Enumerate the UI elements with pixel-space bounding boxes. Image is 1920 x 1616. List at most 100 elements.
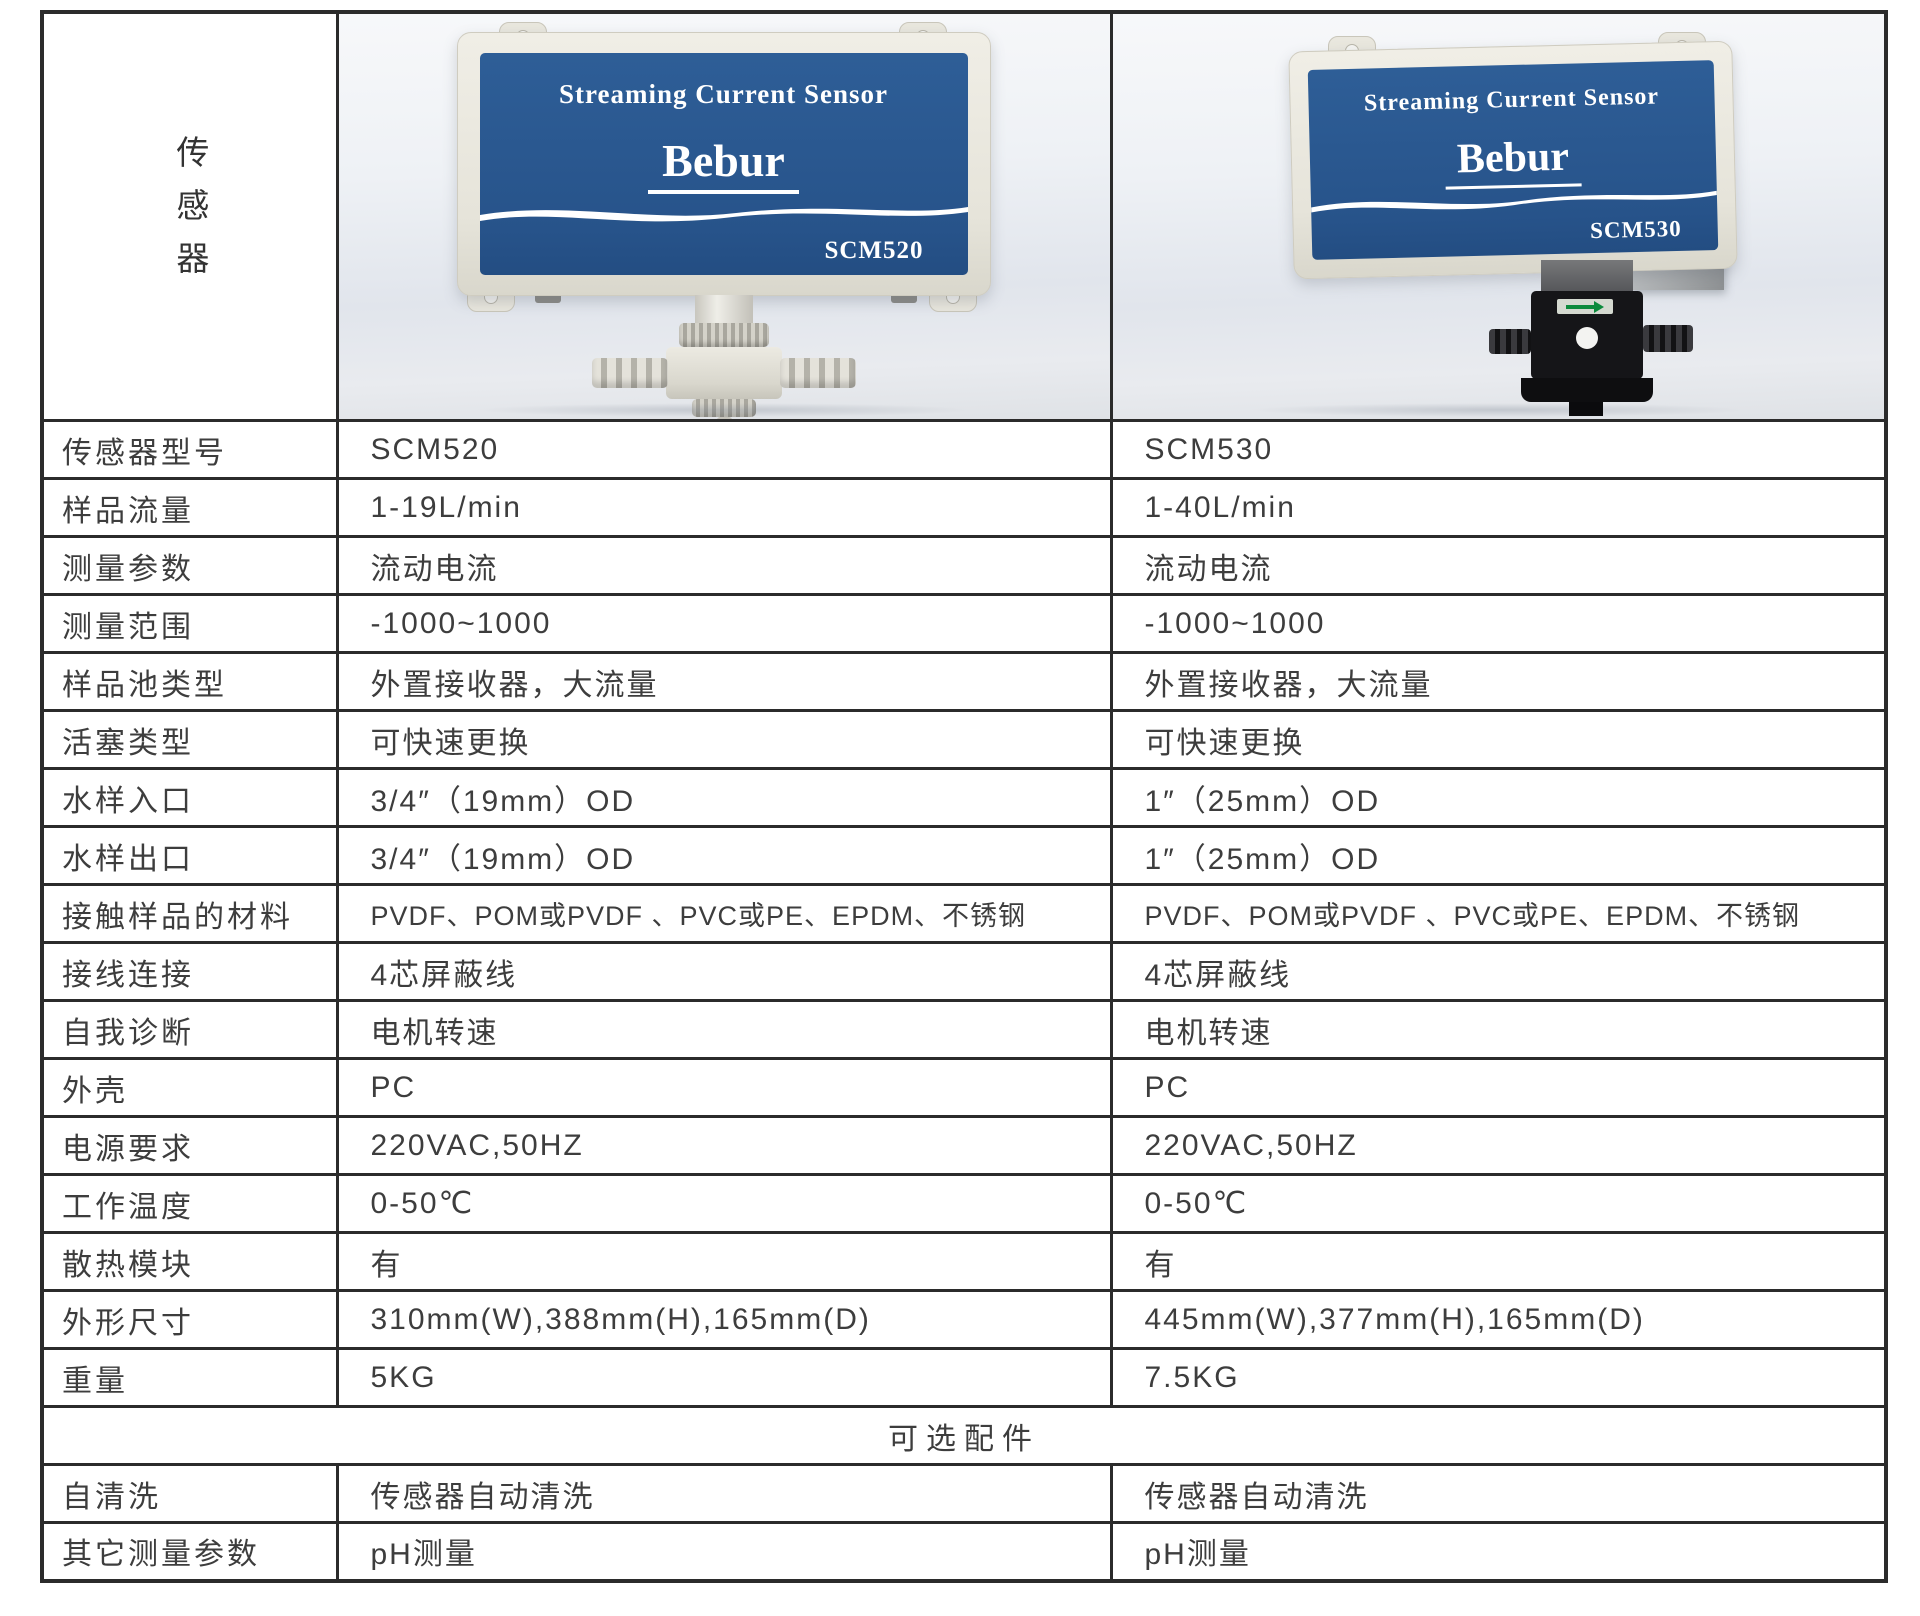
spec-value-scm530: 1″（25mm）OD: [1109, 767, 1888, 828]
spec-row: 测量范围 -1000~1000 -1000~1000: [40, 593, 1888, 654]
spec-row: 水样入口 3/4″（19mm）OD 1″（25mm）OD: [40, 767, 1888, 828]
spec-value-scm520: SCM520: [335, 419, 1113, 480]
spec-value-scm530: 445mm(W),377mm(H),165mm(D): [1109, 1289, 1888, 1350]
sensor-enclosure: Streaming Current Sensor Bebur SCM530: [1287, 40, 1738, 280]
spec-label: 电源要求: [40, 1115, 339, 1176]
hose-barb-right: [780, 358, 856, 388]
probe-tip: [716, 417, 732, 418]
tee-fitting: [592, 347, 856, 399]
valve-body: [1488, 291, 1693, 379]
spec-label: 接触样品的材料: [40, 883, 339, 944]
spec-value-scm530: 1″（25mm）OD: [1109, 825, 1888, 886]
spec-value-scm520: 有: [335, 1231, 1113, 1292]
spec-value-scm520: PC: [335, 1057, 1113, 1118]
knurled-nut: [692, 399, 756, 417]
option-label: 自清洗: [40, 1463, 339, 1524]
spec-value-scm520: 流动电流: [335, 535, 1113, 596]
spec-row: 散热模块 有 有: [40, 1231, 1888, 1292]
spec-row: 测量参数 流动电流 流动电流: [40, 535, 1888, 596]
spec-value-scm530: 7.5KG: [1109, 1347, 1888, 1408]
spec-label: 接线连接: [40, 941, 339, 1002]
spec-row: 样品池类型 外置接收器，大流量 外置接收器，大流量: [40, 651, 1888, 712]
option-row: 其它测量参数 pH测量 pH测量: [40, 1521, 1888, 1582]
wave-graphic: [479, 207, 968, 222]
spec-value-scm520: 0-50℃: [335, 1173, 1113, 1234]
flow-arrow-icon: [1556, 299, 1613, 314]
spec-value-scm530: -1000~1000: [1109, 593, 1888, 654]
option-value-scm520: 传感器自动清洗: [335, 1463, 1113, 1524]
wave-graphic: [1310, 190, 1717, 213]
sensor-section-label: 传感器: [171, 134, 209, 294]
spec-value-scm520: 外置接收器，大流量: [335, 651, 1113, 712]
front-panel: Streaming Current Sensor Bebur SCM520: [479, 53, 968, 275]
pipe: [695, 295, 753, 323]
model-label: SCM530: [1589, 215, 1682, 244]
option-value-scm530: 传感器自动清洗: [1109, 1463, 1888, 1524]
spec-label: 样品池类型: [40, 651, 339, 712]
option-value-scm530: pH测量: [1109, 1521, 1888, 1582]
spec-label: 重量: [40, 1347, 339, 1408]
scm520-product-photo: Streaming Current Sensor Bebur SCM520: [340, 15, 1108, 418]
valve-port: [1575, 327, 1598, 349]
scm520-photo-cell: Streaming Current Sensor Bebur SCM520: [335, 10, 1113, 422]
product-image-row: 传感器 Streaming Current Sensor Bebur: [40, 10, 1888, 422]
spec-row: 电源要求 220VAC,50HZ 220VAC,50HZ: [40, 1115, 1888, 1176]
options-section-row: 可选配件: [40, 1405, 1888, 1466]
spec-value-scm530: 1-40L/min: [1109, 477, 1888, 538]
spec-value-scm520: -1000~1000: [335, 593, 1113, 654]
spec-value-scm520: 3/4″（19mm）OD: [335, 767, 1113, 828]
flow-fitting: [340, 295, 1108, 418]
spec-row: 重量 5KG 7.5KG: [40, 1347, 1888, 1408]
spec-value-scm520: 1-19L/min: [335, 477, 1113, 538]
spec-row: 外形尺寸 310mm(W),388mm(H),165mm(D) 445mm(W)…: [40, 1289, 1888, 1350]
spec-value-scm520: 5KG: [335, 1347, 1113, 1408]
panel-title: Streaming Current Sensor: [559, 79, 888, 109]
sensor-spec-table: 传感器 Streaming Current Sensor Bebur: [40, 10, 1888, 1583]
spec-value-scm520: PVDF、POM或PVDF 、PVC或PE、EPDM、不锈钢: [335, 883, 1113, 944]
brand-logo: Bebur: [648, 134, 799, 194]
valve-neck: [1540, 260, 1633, 292]
spec-row: 接触样品的材料 PVDF、POM或PVDF 、PVC或PE、EPDM、不锈钢 P…: [40, 883, 1888, 944]
spec-value-scm520: 220VAC,50HZ: [335, 1115, 1113, 1176]
spec-value-scm530: 0-50℃: [1109, 1173, 1888, 1234]
spec-label: 工作温度: [40, 1173, 339, 1234]
hose-barb-left: [1488, 329, 1531, 354]
spec-value-scm520: 4芯屏蔽线: [335, 941, 1113, 1002]
option-value-scm520: pH测量: [335, 1521, 1113, 1582]
knurled-nut: [679, 323, 769, 347]
spec-label: 样品流量: [40, 477, 339, 538]
spec-row: 传感器型号 SCM520 SCM530: [40, 419, 1888, 480]
spec-value-scm530: 流动电流: [1109, 535, 1888, 596]
spec-value-scm530: 4芯屏蔽线: [1109, 941, 1888, 1002]
spec-value-scm520: 电机转速: [335, 999, 1113, 1060]
spec-label: 传感器型号: [40, 419, 339, 480]
spec-value-scm520: 310mm(W),388mm(H),165mm(D): [335, 1289, 1113, 1350]
spec-row: 工作温度 0-50℃ 0-50℃: [40, 1173, 1888, 1234]
spec-value-scm530: 可快速更换: [1109, 709, 1888, 770]
spec-label: 测量范围: [40, 593, 339, 654]
spec-value-scm530: 外置接收器，大流量: [1109, 651, 1888, 712]
sensor-enclosure: Streaming Current Sensor Bebur SCM520: [456, 32, 991, 296]
spec-label: 外壳: [40, 1057, 339, 1118]
spec-label: 外形尺寸: [40, 1289, 339, 1350]
brand-logo: Bebur: [1443, 132, 1582, 190]
spec-label: 散热模块: [40, 1231, 339, 1292]
scm530-photo-cell: Streaming Current Sensor Bebur SCM530: [1109, 10, 1888, 422]
spec-value-scm530: PVDF、POM或PVDF 、PVC或PE、EPDM、不锈钢: [1109, 883, 1888, 944]
option-label: 其它测量参数: [40, 1521, 339, 1582]
spec-label: 水样入口: [40, 767, 339, 828]
spec-value-scm530: 220VAC,50HZ: [1109, 1115, 1888, 1176]
option-row: 自清洗 传感器自动清洗 传感器自动清洗: [40, 1463, 1888, 1524]
spec-value-scm530: PC: [1109, 1057, 1888, 1118]
spec-label: 水样出口: [40, 825, 339, 886]
spec-value-scm520: 可快速更换: [335, 709, 1113, 770]
valve-stub: [1568, 402, 1603, 416]
corner-cell: 传感器: [40, 10, 339, 422]
scm530-product-photo: Streaming Current Sensor Bebur SCM530: [1114, 15, 1883, 418]
panel-title: Streaming Current Sensor: [1363, 83, 1659, 117]
spec-value-scm530: 有: [1109, 1231, 1888, 1292]
spec-value-scm530: SCM530: [1109, 419, 1888, 480]
spec-label: 自我诊断: [40, 999, 339, 1060]
valve-flange: [1520, 378, 1653, 402]
model-label: SCM520: [824, 237, 924, 264]
